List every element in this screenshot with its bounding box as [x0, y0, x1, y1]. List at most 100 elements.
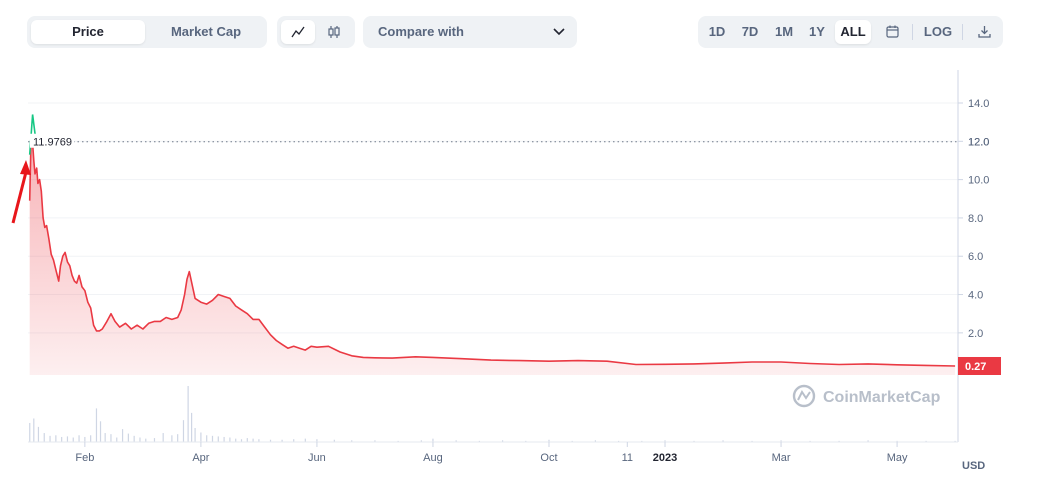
x-tick-label: Feb [75, 452, 94, 464]
x-tick-label: Apr [192, 452, 209, 464]
volume-bar [838, 440, 840, 442]
volume-bar [37, 426, 40, 442]
volume-bar [49, 435, 51, 442]
volume-bar [235, 438, 237, 442]
download-button[interactable] [970, 20, 998, 44]
chart-toolbar: Price Market Cap Compare with 1D 7D 1M 1… [0, 16, 1048, 48]
volume-bar [525, 440, 527, 442]
coinmarketcap-logo-mark [797, 390, 811, 401]
log-scale-button[interactable]: LOG [923, 24, 953, 39]
currency-label: USD [962, 460, 985, 472]
volume-bar [104, 433, 106, 442]
volume-bar [269, 439, 272, 442]
volume-bar [127, 433, 129, 442]
volume-bar [594, 440, 596, 442]
volume-bar [84, 436, 86, 442]
candlestick-button[interactable] [317, 20, 351, 44]
volume-bar [252, 438, 254, 442]
volume-bar [501, 440, 504, 442]
x-tick-label: Aug [423, 452, 443, 464]
range-1y-button[interactable]: 1Y [809, 24, 825, 39]
range-7d-button[interactable]: 7D [741, 24, 759, 39]
volume-bar [229, 437, 231, 442]
volume-bar [809, 440, 811, 442]
volume-bar [351, 440, 353, 442]
volume-bar [618, 440, 620, 442]
volume-bar [316, 439, 318, 442]
tab-market-cap[interactable]: Market Cap [170, 24, 242, 39]
volume-bar [397, 440, 399, 442]
volume-bar [548, 439, 550, 442]
volume-bar [162, 433, 164, 442]
volume-bar [72, 437, 74, 442]
range-all-button[interactable]: ALL [835, 20, 871, 44]
volume-bar [246, 438, 248, 442]
date-range-button[interactable] [877, 20, 907, 44]
tab-price[interactable]: Price [31, 20, 145, 44]
volume-bar [29, 422, 31, 442]
volume-bar [182, 420, 185, 442]
range-1m-button[interactable]: 1M [774, 24, 794, 39]
volume-bar [153, 438, 156, 442]
volume-bar [240, 439, 243, 442]
volume-bar [55, 435, 57, 442]
chart-type-group [277, 16, 355, 48]
volume-bar [61, 436, 63, 442]
volume-bar [133, 435, 135, 442]
line-chart-button[interactable] [281, 20, 315, 44]
y-tick-label: 6.0 [968, 251, 983, 263]
toolbar-divider [962, 24, 963, 40]
volume-bar [121, 429, 124, 442]
chevron-down-icon [553, 28, 565, 36]
volume-bar [90, 435, 92, 442]
volume-bar [896, 440, 898, 442]
volume-bar [171, 435, 173, 442]
arrow-shaft [11, 171, 28, 224]
y-tick-label: 10.0 [968, 175, 989, 187]
volume-bar [116, 437, 118, 442]
volume-bar [751, 440, 753, 442]
toolbar-divider [912, 24, 913, 40]
volume-bar [867, 440, 869, 442]
time-range-group: 1D 7D 1M 1Y ALL LOG [698, 16, 1003, 48]
y-tick-label: 2.0 [968, 328, 983, 340]
coinmarketcap-logo-icon [792, 384, 816, 408]
x-tick-label: Oct [540, 452, 557, 464]
volume-bar [110, 434, 112, 442]
volume-bar [194, 428, 196, 442]
price-area-fill [29, 143, 956, 375]
compare-with-label: Compare with [378, 24, 464, 39]
volume-bar [211, 435, 214, 442]
volume-bar [281, 439, 283, 442]
volume-bar [95, 408, 98, 442]
volume-bar [191, 412, 193, 442]
volume-bar [33, 418, 35, 442]
x-tick-label: 2023 [653, 452, 677, 464]
arrow-head [20, 160, 31, 175]
volume-bar [78, 435, 80, 442]
volume-bar [571, 440, 573, 442]
volume-bar [187, 386, 189, 442]
y-tick-label: 4.0 [968, 290, 983, 302]
volume-bar [420, 440, 422, 442]
volume-bar [139, 437, 141, 442]
volume-bar [664, 440, 666, 442]
x-tick-label: 11 [622, 452, 633, 464]
volume-bar [206, 435, 208, 442]
volume-bar [780, 440, 782, 442]
volume-bar [258, 439, 260, 442]
y-tick-label: 8.0 [968, 213, 983, 225]
view-tab-group: Price Market Cap [27, 16, 267, 48]
watermark-text: CoinMarketCap [823, 389, 941, 406]
price-line [28, 142, 956, 367]
annotation-arrow [11, 160, 31, 224]
candlestick-icon [328, 26, 340, 38]
volume-bar [455, 440, 457, 442]
volume-bar [223, 436, 225, 442]
compare-with-dropdown[interactable]: Compare with [363, 16, 577, 48]
calendar-icon [885, 25, 899, 38]
x-tick-label: Jun [308, 452, 326, 464]
range-1d-button[interactable]: 1D [708, 24, 726, 39]
